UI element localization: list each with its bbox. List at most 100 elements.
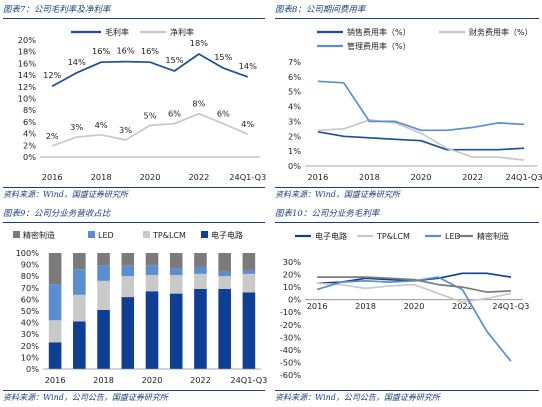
panel-source: 资料来源：Wind，国盛证券研究所 xyxy=(3,187,265,202)
legend-finance-expense-label: 财务费用率（%） xyxy=(469,27,533,37)
bar-segment-TP-LCM xyxy=(48,320,62,343)
legend-swatch-精密制造 xyxy=(13,231,20,238)
y-tick-label: -20% xyxy=(280,320,301,330)
legend-label-精密制造: 精密制造 xyxy=(23,230,55,240)
x-tick-label: 2022 xyxy=(462,172,483,182)
bar-segment-LED xyxy=(242,270,256,274)
bar-segment-精密制造 xyxy=(169,253,183,269)
series-line-财务费用率 xyxy=(317,119,525,161)
series-line-精密制造 xyxy=(317,276,511,293)
y-tick-label: 30% xyxy=(21,329,39,339)
panel-gross-net-margin: 图表7：公司毛利率及净利率 0% 2% 4% 6% 8% 10% 12% 14% 16% 18% 2… xyxy=(3,2,266,202)
data-label: 16% xyxy=(116,46,134,56)
bar-segment-电子电路 xyxy=(73,321,86,369)
chart-margin: 0%2%4%6%8%10%12%14%16%18%20%2016 2018 2020… xyxy=(18,27,266,182)
x-tick-label: 2018 xyxy=(93,375,114,385)
panel-segment-margin: 图表10：公司分业务毛利率 30% 20% 10% 0% -10% -20% -30% -40… xyxy=(275,206,539,405)
x-tick-label: 24Q1-Q3 xyxy=(492,301,529,311)
y-tick-label: 2% xyxy=(23,140,36,150)
bar-segment-TP-LCM xyxy=(121,276,135,298)
panel-expense-ratio: 图表8：公司期间费用率 0% 1% 2% 3% 4% 5% 6% 7% 2016 2018 2020… xyxy=(275,2,542,202)
data-label: 8% xyxy=(192,99,205,109)
y-tick-label: 0% xyxy=(288,161,301,171)
y-tick-label: 10% xyxy=(283,282,301,292)
data-label: 3% xyxy=(119,125,132,135)
bar-segment-TP-LCM xyxy=(218,276,231,289)
y-tick-label: 90% xyxy=(21,260,39,270)
data-label: 18% xyxy=(190,38,208,48)
y-tick-label: 8% xyxy=(23,105,36,115)
y-tick-label: 16% xyxy=(18,58,36,68)
data-label: 6% xyxy=(168,109,181,119)
y-tick-label: 80% xyxy=(21,271,39,281)
data-label: 6% xyxy=(217,109,230,119)
bar-segment-LED xyxy=(218,271,231,277)
bar-segment-LED xyxy=(145,265,159,276)
data-label: 15% xyxy=(165,55,183,65)
series-line-净利率 xyxy=(51,112,249,147)
series-line-销售费用率 xyxy=(317,130,525,151)
y-tick-label: 20% xyxy=(21,341,39,351)
y-tick-label: 1% xyxy=(288,146,301,156)
bar-segment-LED xyxy=(121,265,135,277)
bar-segment-精密制造 xyxy=(145,253,159,266)
y-tick-label: -50% xyxy=(280,357,301,367)
y-tick-label: 0% xyxy=(23,152,36,162)
bar-segment-TP-LCM xyxy=(194,273,207,289)
panel-source: 资料来源：Wind，公司公告，国盛证券研究所 xyxy=(275,390,539,405)
x-tick-label: 2022 xyxy=(188,172,209,182)
bar-segment-LED xyxy=(97,265,110,281)
y-tick-label: 20% xyxy=(18,35,36,45)
y-tick-label: 40% xyxy=(21,318,39,328)
y-tick-label: 4% xyxy=(23,129,36,139)
y-tick-label: 4% xyxy=(288,102,301,112)
y-tick-label: -40% xyxy=(280,345,301,355)
data-label: 16% xyxy=(92,46,110,56)
legend-TP-LCM-label: TP&LCM xyxy=(376,232,410,241)
bar-segment-精密制造 xyxy=(73,253,86,270)
x-tick-label: 24Q1-Q3 xyxy=(229,172,266,182)
x-tick-label: 24Q1-Q3 xyxy=(506,172,542,182)
data-label: 2% xyxy=(46,131,59,141)
y-tick-label: 7% xyxy=(288,57,301,67)
bar-segment-精密制造 xyxy=(242,253,256,271)
x-tick-label: 2016 xyxy=(45,375,66,385)
bar-segment-精密制造 xyxy=(97,253,110,266)
x-tick-label: 2018 xyxy=(355,301,376,311)
chart-expense: 0% 1% 2% 3% 4% 5% 6% 7% 2016 2018 2020 2022 24Q1-Q3 销… xyxy=(288,27,542,182)
panel-revenue-share: 图表9：公司分业务营收占比 0% 10% 20% 30% 40% 50% 60% 70% 80%… xyxy=(3,206,267,405)
y-tick-label: 100% xyxy=(16,248,40,258)
bar-segment-TP-LCM xyxy=(242,273,256,293)
bar-segment-电子电路 xyxy=(48,342,62,369)
x-tick-label: 2016 xyxy=(42,172,63,182)
bar-segment-TP-LCM xyxy=(97,280,110,310)
y-tick-label: 10% xyxy=(21,352,39,362)
panel-title: 图表7：公司毛利率及净利率 xyxy=(3,2,265,19)
bar-segment-电子电路 xyxy=(169,293,183,369)
series-line-TP-LCM xyxy=(317,282,512,304)
bar-segment-电子电路 xyxy=(97,309,110,369)
bar-segment-电子电路 xyxy=(145,291,159,369)
y-tick-label: 18% xyxy=(18,47,36,57)
data-label: 12% xyxy=(43,70,61,80)
data-label: 14% xyxy=(68,57,86,67)
bar-segment-LED xyxy=(194,266,207,274)
panel-title: 图表8：公司期间费用率 xyxy=(275,2,539,19)
y-tick-label: 5% xyxy=(288,87,301,97)
y-tick-label: -10% xyxy=(280,307,301,317)
x-tick-label: 2020 xyxy=(140,172,161,182)
y-tick-label: 14% xyxy=(18,70,36,80)
x-tick-label: 24Q1-Q3 xyxy=(230,375,267,385)
panel-title: 图表9：公司分业务营收占比 xyxy=(3,206,265,223)
legend-net-margin-label: 净利率 xyxy=(170,27,194,37)
x-tick-label: 2020 xyxy=(142,375,163,385)
legend-swatch-LED xyxy=(88,231,95,238)
legend-sales-expense-label: 销售费用率（%） xyxy=(347,27,411,37)
legend-gross-margin-label: 毛利率 xyxy=(105,27,129,37)
bar-segment-TP-LCM xyxy=(73,294,86,322)
legend-swatch-电子电路 xyxy=(201,231,208,238)
y-tick-label: 6% xyxy=(23,117,36,127)
series-line-LED xyxy=(316,276,512,362)
y-tick-label: 60% xyxy=(21,294,39,304)
y-tick-label: 20% xyxy=(283,270,301,280)
